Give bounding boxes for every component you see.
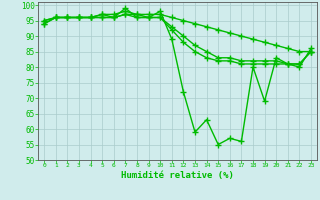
X-axis label: Humidité relative (%): Humidité relative (%) (121, 171, 234, 180)
